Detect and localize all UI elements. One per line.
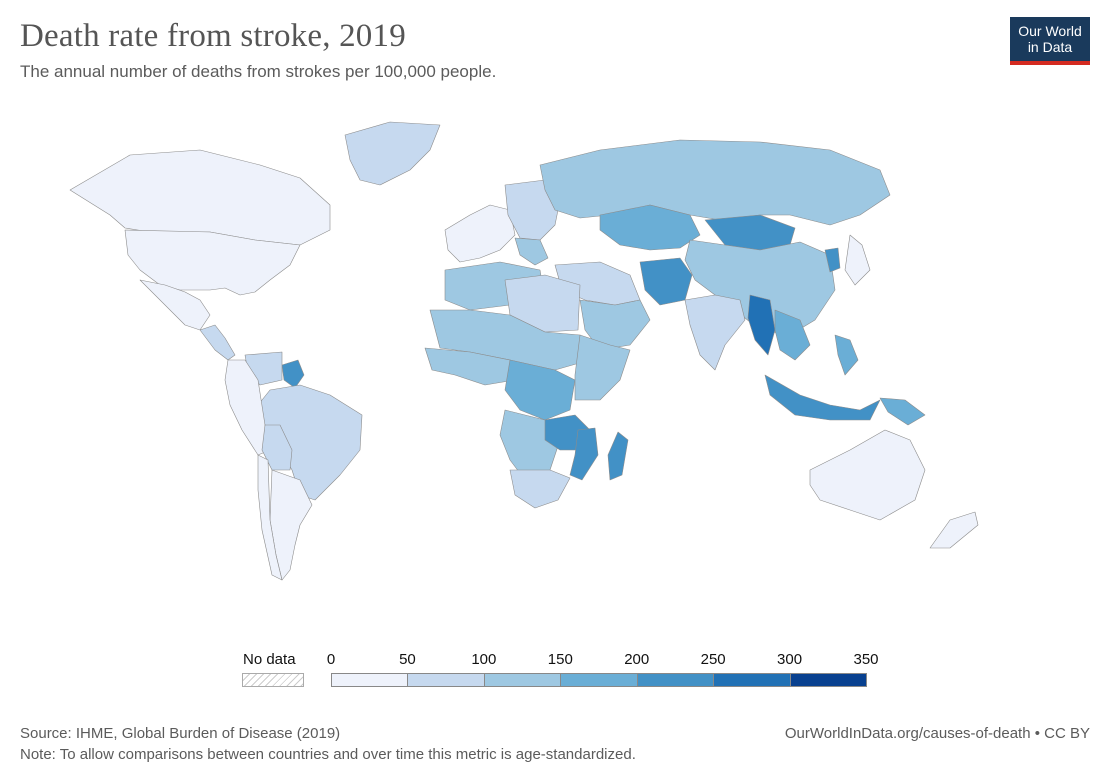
legend-tick: 150 xyxy=(547,651,573,668)
country-india[interactable] xyxy=(684,294,746,371)
legend-no-data-swatch[interactable] xyxy=(242,673,304,687)
country-mexico[interactable] xyxy=(139,279,211,331)
country-chile[interactable] xyxy=(257,454,283,581)
country-indonesia[interactable] xyxy=(764,374,881,421)
legend-bin[interactable] xyxy=(407,673,485,687)
legend-bin[interactable] xyxy=(560,673,638,687)
world-map xyxy=(69,121,979,581)
country-greenland[interactable] xyxy=(344,121,441,186)
country-arabia[interactable] xyxy=(579,299,651,351)
logo-line-1: Our World xyxy=(1018,23,1082,39)
country-kazakhstan[interactable] xyxy=(599,204,701,251)
country-central-africa[interactable] xyxy=(504,359,576,421)
country-bolivia[interactable] xyxy=(261,424,293,471)
country-north-korea[interactable] xyxy=(824,247,841,273)
country-western-europe[interactable] xyxy=(444,204,516,263)
country-papua-new-guinea[interactable] xyxy=(879,397,926,426)
legend-tick: 300 xyxy=(777,651,803,668)
country-indochina[interactable] xyxy=(774,309,811,361)
country-myanmar[interactable] xyxy=(747,294,776,356)
country-new-zealand[interactable] xyxy=(929,511,979,549)
legend-no-data-label: No data xyxy=(243,651,296,668)
country-russia[interactable] xyxy=(539,139,891,226)
footer-source: Source: IHME, Global Burden of Disease (… xyxy=(20,725,341,742)
country-afghanistan[interactable] xyxy=(639,257,693,306)
legend-tick: 0 xyxy=(326,651,336,668)
country-mozambique[interactable] xyxy=(569,427,599,481)
legend-bin[interactable] xyxy=(483,673,562,687)
logo-line-2: in Data xyxy=(1027,39,1073,55)
chart-subtitle: The annual number of deaths from strokes… xyxy=(20,62,497,81)
country-australia[interactable] xyxy=(809,429,926,521)
legend-bin[interactable] xyxy=(331,673,409,687)
legend-bin[interactable] xyxy=(636,673,715,687)
footer-url[interactable]: OurWorldInData.org/causes-of-death • CC … xyxy=(784,725,1090,742)
country-japan[interactable] xyxy=(844,234,871,286)
country-guyana[interactable] xyxy=(281,359,305,389)
country-philippines[interactable] xyxy=(834,334,859,376)
legend-bin[interactable] xyxy=(789,673,867,687)
country-united-states[interactable] xyxy=(124,229,301,296)
country-south-africa[interactable] xyxy=(509,469,571,509)
legend-tick: 250 xyxy=(700,651,726,668)
country-madagascar[interactable] xyxy=(607,431,629,481)
country-east-africa[interactable] xyxy=(574,334,631,401)
country-central-america[interactable] xyxy=(199,324,236,361)
country-canada[interactable] xyxy=(69,149,331,246)
legend-tick: 100 xyxy=(471,651,497,668)
legend-tick: 200 xyxy=(624,651,650,668)
country-balkans[interactable] xyxy=(514,237,549,266)
country-west-africa[interactable] xyxy=(424,347,516,386)
legend-tick: 50 xyxy=(399,651,416,668)
owid-logo[interactable]: Our World in Data xyxy=(1010,17,1090,65)
legend-tick: 350 xyxy=(853,651,879,668)
footer-note: Note: To allow comparisons between count… xyxy=(20,746,636,763)
legend-bin[interactable] xyxy=(713,673,791,687)
chart-title: Death rate from stroke, 2019 xyxy=(20,18,406,54)
